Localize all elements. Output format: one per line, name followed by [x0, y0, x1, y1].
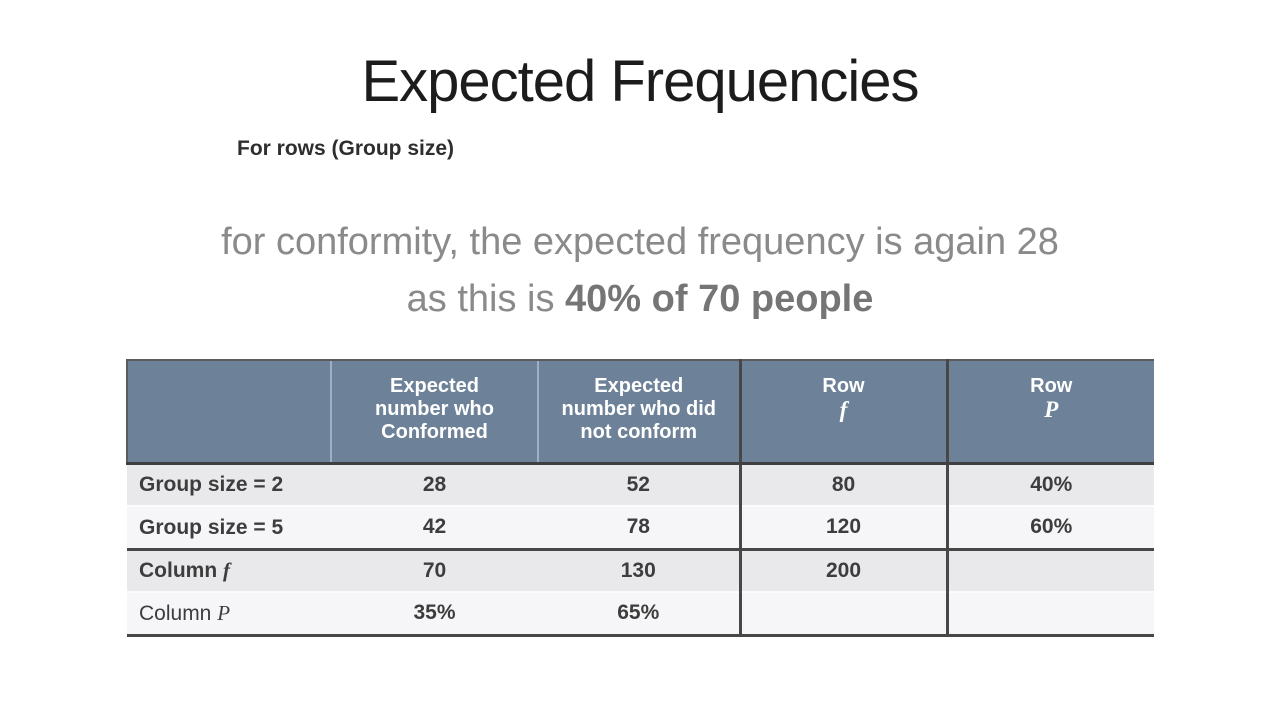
table-row-group-size-2: Group size = 2 28 52 80 40%	[127, 463, 1154, 507]
cell-column-p-not-conform: 65%	[538, 592, 740, 637]
row-label: Column f	[127, 549, 331, 593]
cell-row-f: 120	[738, 506, 947, 551]
slide-title: Expected Frequencies	[361, 49, 919, 114]
header-line: not conform	[580, 421, 698, 443]
table-row-column-f: Column f 70 130 200	[127, 549, 1154, 593]
caption-line-1: for conformity, the expected frequency i…	[221, 221, 1059, 263]
row-label: Column P	[127, 592, 331, 637]
cell-empty	[738, 592, 947, 637]
header-line: Row	[1030, 375, 1073, 397]
header-line: number who did	[561, 398, 716, 420]
cell-column-f-conformed: 70	[331, 549, 538, 593]
row-label: Group size = 2	[127, 463, 331, 507]
header-line: number who	[375, 398, 494, 420]
cell-expected-not-conform: 52	[538, 463, 740, 507]
cell-column-p-conformed: 35%	[331, 592, 538, 637]
col-header-expected-not-conform: Expected number who did not conform	[537, 359, 740, 465]
table-corner-cell	[126, 359, 331, 465]
table-row-group-size-5: Group size = 5 42 78 120 60%	[127, 506, 1154, 551]
header-line: Expected	[594, 375, 684, 397]
cell-empty	[945, 592, 1154, 637]
table-header-row: Expected number who Conformed Expected n…	[126, 359, 1154, 465]
header-line: Expected	[390, 375, 479, 397]
expected-frequencies-table: Expected number who Conformed Expected n…	[126, 359, 1154, 637]
caption-line-2-regular: as this is	[406, 278, 566, 320]
col-header-row-p: Row P	[945, 359, 1154, 465]
col-header-row-f: Row f	[738, 359, 947, 465]
cell-expected-conformed: 28	[331, 463, 538, 507]
slide-subtitle: For rows (Group size)	[237, 137, 455, 160]
table-row-column-p: Column P 35% 65%	[127, 592, 1154, 637]
caption-line-2: as this is 40% of 70 people	[0, 271, 1280, 328]
cell-empty	[945, 549, 1154, 593]
row-label: Group size = 5	[127, 506, 331, 551]
caption-line-2-bold: 40% of 70 people	[565, 278, 874, 320]
header-line-p-symbol: P	[1044, 397, 1059, 422]
cell-column-f-not-conform: 130	[538, 549, 740, 593]
header-line: Conformed	[381, 421, 488, 443]
header-line-f-symbol: f	[839, 397, 848, 422]
cell-row-p: 60%	[945, 506, 1154, 551]
cell-grand-total: 200	[738, 549, 947, 593]
caption-block: for conformity, the expected frequency i…	[0, 214, 1280, 328]
header-line: Row	[822, 375, 865, 397]
cell-row-f: 80	[738, 463, 947, 507]
col-header-expected-conformed: Expected number who Conformed	[330, 359, 538, 465]
cell-expected-conformed: 42	[331, 506, 538, 551]
cell-expected-not-conform: 78	[538, 506, 740, 551]
cell-row-p: 40%	[945, 463, 1154, 507]
